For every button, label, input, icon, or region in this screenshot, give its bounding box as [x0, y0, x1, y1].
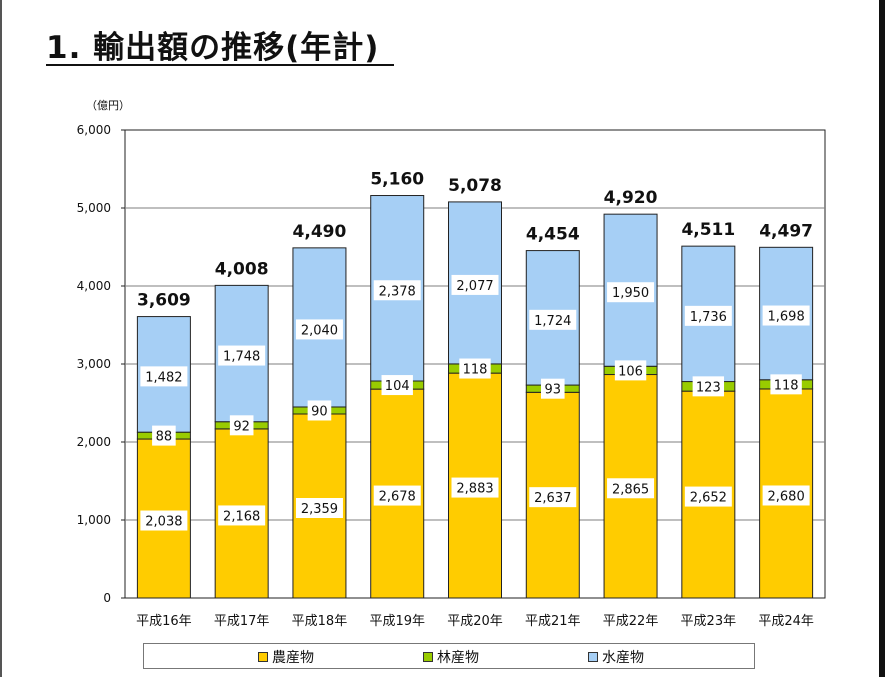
legend-swatch-fish	[588, 652, 598, 662]
title-underline	[46, 64, 394, 66]
data-label-box	[451, 274, 499, 295]
total-label: 5,078	[448, 176, 502, 196]
data-label-box	[451, 477, 499, 498]
x-tick-label: 平成20年	[447, 614, 503, 629]
data-label: 1,698	[768, 310, 805, 325]
y-tick-label: 2,000	[77, 435, 111, 449]
x-tick-label: 平成24年	[758, 614, 814, 629]
data-label-box	[459, 358, 491, 379]
data-label-box	[607, 478, 655, 499]
y-tick-label: 5,000	[77, 201, 111, 215]
x-tick-label: 平成18年	[292, 614, 348, 629]
data-label-box	[373, 280, 421, 301]
data-label: 1,482	[145, 370, 182, 385]
data-label: 118	[463, 363, 488, 378]
data-label: 2,680	[768, 489, 805, 504]
data-label-box	[229, 415, 254, 436]
data-label: 1,736	[690, 310, 727, 325]
data-label-box	[770, 374, 802, 395]
data-label-box	[140, 366, 188, 387]
legend-swatch-forest	[423, 652, 433, 662]
data-label: 2,378	[379, 284, 416, 299]
data-label-box	[373, 485, 421, 506]
data-label: 104	[385, 379, 410, 394]
data-label-box	[762, 485, 810, 506]
data-label-box	[140, 510, 188, 531]
data-label: 2,865	[612, 482, 649, 497]
data-label-box	[540, 378, 565, 399]
total-label: 4,008	[215, 259, 269, 279]
data-label-box	[295, 319, 343, 340]
data-label: 2,077	[456, 279, 493, 294]
legend-label-agri: 農産物	[272, 650, 314, 666]
y-unit-label: （億円）	[86, 99, 130, 112]
data-label: 2,678	[379, 490, 416, 505]
data-label-box	[529, 487, 577, 508]
y-tick-label: 0	[103, 591, 111, 605]
data-label-box	[614, 360, 647, 381]
data-label-box	[218, 345, 266, 366]
data-label: 106	[618, 364, 643, 379]
x-tick-label: 平成17年	[214, 614, 270, 629]
data-label: 93	[545, 383, 562, 398]
legend-item-forest: 林産物	[423, 647, 479, 667]
total-label: 4,497	[759, 221, 813, 241]
y-tick-label: 1,000	[77, 513, 111, 527]
data-label-box	[295, 497, 343, 518]
data-label-box	[529, 309, 577, 330]
data-label: 88	[156, 430, 173, 445]
data-label-box	[684, 305, 732, 326]
data-label: 2,038	[145, 515, 182, 530]
x-tick-label: 平成16年	[136, 614, 192, 629]
data-label: 1,748	[223, 350, 260, 365]
x-tick-label: 平成19年	[369, 614, 425, 629]
data-label: 90	[311, 404, 328, 419]
data-label-box	[692, 376, 725, 397]
total-label: 4,511	[681, 220, 735, 240]
total-label: 4,490	[293, 222, 347, 242]
x-tick-label: 平成21年	[525, 614, 581, 629]
x-tick-label: 平成22年	[603, 614, 659, 629]
data-label: 2,637	[534, 491, 571, 506]
data-label: 123	[696, 380, 721, 395]
legend-item-agri: 農産物	[258, 647, 314, 667]
data-label: 2,168	[223, 509, 260, 524]
data-label-box	[152, 425, 176, 446]
data-label: 92	[233, 419, 250, 434]
legend-item-fish: 水産物	[588, 647, 644, 667]
legend-label-fish: 水産物	[602, 650, 644, 666]
legend-label-forest: 林産物	[437, 650, 479, 666]
data-label: 2,883	[456, 482, 493, 497]
y-tick-label: 4,000	[77, 279, 111, 293]
data-label: 118	[774, 378, 799, 393]
data-label: 1,950	[612, 286, 649, 301]
data-label: 2,359	[301, 502, 338, 517]
data-label-box	[607, 282, 655, 303]
total-label: 4,454	[526, 225, 580, 245]
data-label-box	[684, 486, 732, 507]
data-label-box	[307, 400, 332, 421]
total-label: 5,160	[370, 170, 424, 190]
y-tick-label: 6,000	[77, 123, 111, 137]
data-label-box	[218, 505, 266, 526]
page-title: 1. 輸出額の推移(年計)	[46, 30, 380, 66]
total-label: 3,609	[137, 291, 191, 311]
window-edge-right	[879, 0, 885, 677]
y-tick-label: 3,000	[77, 357, 111, 371]
x-tick-label: 平成23年	[681, 614, 737, 629]
chart-legend: 農産物 林産物 水産物	[143, 643, 755, 669]
window-edge-left	[0, 0, 2, 677]
data-label: 2,040	[301, 323, 338, 338]
data-label: 2,652	[690, 491, 727, 506]
data-label-box	[381, 375, 413, 396]
total-label: 4,920	[604, 188, 658, 208]
data-label-box	[762, 305, 810, 326]
data-label: 1,724	[534, 314, 571, 329]
legend-swatch-agri	[258, 652, 268, 662]
